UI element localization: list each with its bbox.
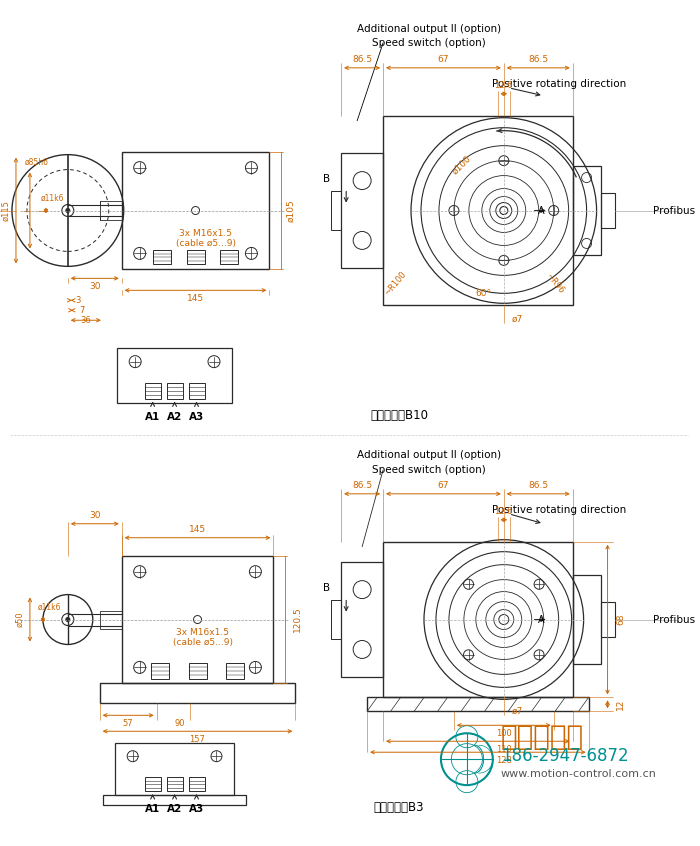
Text: ø100: ø100 <box>451 153 473 176</box>
Bar <box>122 556 273 684</box>
Text: ø7: ø7 <box>512 706 524 716</box>
Text: 145: 145 <box>187 294 204 303</box>
Text: Profibus: Profibus <box>653 614 695 624</box>
Text: 30: 30 <box>89 511 101 520</box>
Bar <box>341 563 383 677</box>
Text: ø105: ø105 <box>287 199 296 222</box>
Bar <box>167 382 183 398</box>
Text: 60°: 60° <box>476 288 492 298</box>
Bar <box>145 382 160 398</box>
Text: ø85h6: ø85h6 <box>25 158 49 168</box>
Text: 90: 90 <box>174 719 185 728</box>
Text: ø11k6: ø11k6 <box>38 603 62 612</box>
Text: A2: A2 <box>167 804 182 814</box>
Text: A: A <box>538 614 545 624</box>
Text: 145: 145 <box>189 525 206 534</box>
Text: 带外壳支脚B3: 带外壳支脚B3 <box>374 800 424 814</box>
Text: A1: A1 <box>145 804 160 814</box>
Text: 68: 68 <box>616 614 625 625</box>
Text: 120.5: 120.5 <box>293 607 302 633</box>
Text: 86.5: 86.5 <box>352 55 372 64</box>
Text: Profibus: Profibus <box>653 206 695 216</box>
Text: 57: 57 <box>122 719 133 728</box>
Bar <box>383 116 573 305</box>
Bar <box>167 777 183 791</box>
Text: Speed switch (option): Speed switch (option) <box>372 38 486 48</box>
Bar <box>115 744 234 795</box>
Bar <box>188 663 206 679</box>
Text: 36: 36 <box>80 316 91 325</box>
Text: 7: 7 <box>79 305 85 315</box>
Circle shape <box>66 208 70 212</box>
Text: 30: 30 <box>89 282 101 291</box>
Bar <box>331 190 341 230</box>
Text: A3: A3 <box>189 411 204 421</box>
Text: A2: A2 <box>167 411 182 421</box>
Bar <box>150 663 169 679</box>
Bar <box>341 153 383 268</box>
Text: ø50: ø50 <box>15 612 24 628</box>
Text: 110: 110 <box>496 744 512 754</box>
Text: ø7: ø7 <box>512 315 524 324</box>
Bar <box>100 684 295 703</box>
Text: www.motion-control.com.cn: www.motion-control.com.cn <box>500 769 657 779</box>
Text: 86.5: 86.5 <box>528 55 548 64</box>
Bar <box>601 193 615 228</box>
Bar <box>188 382 204 398</box>
Bar <box>187 250 204 265</box>
Bar <box>227 663 244 679</box>
Bar <box>145 777 160 791</box>
Bar <box>331 600 341 640</box>
Text: 128: 128 <box>496 755 512 765</box>
Text: 100: 100 <box>496 728 512 738</box>
Bar <box>573 166 601 255</box>
Text: 186-2947-6872: 186-2947-6872 <box>500 747 629 765</box>
Text: 3x M16x1.5
(cable ø5...9): 3x M16x1.5 (cable ø5...9) <box>176 228 235 248</box>
Text: 12.6: 12.6 <box>494 508 513 516</box>
Text: 12.6: 12.6 <box>494 81 513 91</box>
Text: 86.5: 86.5 <box>352 481 372 491</box>
Text: 12: 12 <box>616 699 625 710</box>
Bar <box>601 602 615 638</box>
Text: Positive rotating direction: Positive rotating direction <box>491 79 626 89</box>
Text: A: A <box>538 206 545 216</box>
Bar <box>100 201 122 221</box>
Bar <box>573 574 601 664</box>
Text: B: B <box>323 583 330 592</box>
Text: 67: 67 <box>438 55 449 64</box>
Bar <box>383 541 573 697</box>
Text: Positive rotating direction: Positive rotating direction <box>491 505 626 515</box>
Text: A1: A1 <box>145 411 160 421</box>
Text: 带欧式法屁B10: 带欧式法屁B10 <box>370 409 428 421</box>
Text: ~R96: ~R96 <box>544 272 566 295</box>
Text: 3x M16x1.5
(cable ø5...9): 3x M16x1.5 (cable ø5...9) <box>172 628 232 647</box>
Text: 157: 157 <box>190 734 206 744</box>
Bar <box>367 697 589 711</box>
Text: 3: 3 <box>75 296 80 305</box>
Bar <box>103 795 246 805</box>
Bar <box>220 250 239 265</box>
Text: B: B <box>323 173 330 184</box>
Text: ø11k6: ø11k6 <box>41 194 64 203</box>
Bar <box>188 777 204 791</box>
Text: 西安德伍拓: 西安德伍拓 <box>500 723 584 751</box>
Text: ø115: ø115 <box>1 200 10 221</box>
Bar <box>122 151 270 269</box>
Text: ~R100: ~R100 <box>382 270 407 297</box>
Text: Additional output II (option): Additional output II (option) <box>357 450 501 460</box>
Circle shape <box>66 618 70 622</box>
Bar <box>117 348 232 403</box>
Text: Speed switch (option): Speed switch (option) <box>372 465 486 475</box>
Text: Additional output II (option): Additional output II (option) <box>357 24 501 34</box>
Text: 86.5: 86.5 <box>528 481 548 491</box>
Text: A3: A3 <box>189 804 204 814</box>
Bar <box>100 611 122 629</box>
Text: 67: 67 <box>438 481 449 491</box>
Bar <box>153 250 171 265</box>
